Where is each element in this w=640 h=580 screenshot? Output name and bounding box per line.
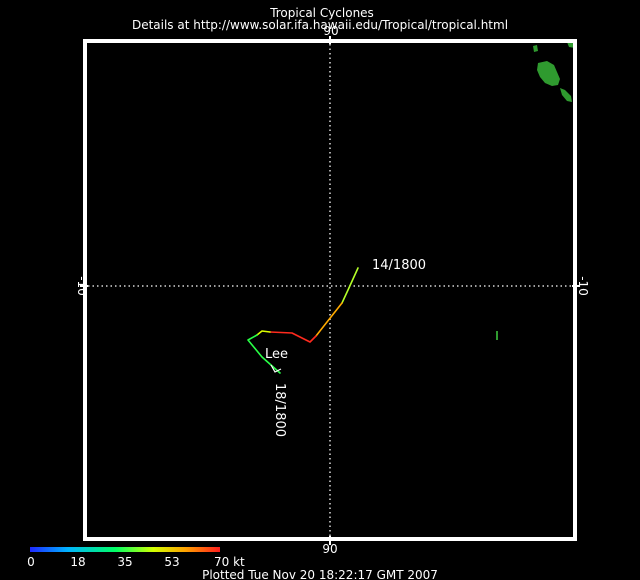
land-mass-northeast-strip <box>560 88 572 102</box>
details-url: Details at http://www.solar.ifa.hawaii.e… <box>132 18 508 32</box>
legend-tick-35: 35 <box>117 555 132 569</box>
legend-tick-0: 0 <box>27 555 35 569</box>
lat-label-left: -10 <box>75 276 89 296</box>
map-title: Tropical Cyclones <box>269 6 374 20</box>
lat-label-right: -10 <box>576 276 590 296</box>
lon-label-top: 90 <box>323 24 338 38</box>
land-islet-east <box>496 331 498 340</box>
track-segment-weakening <box>256 330 271 336</box>
track-segment-start <box>341 267 359 304</box>
land-mass-northeast-islet <box>533 45 538 52</box>
edge-ticks <box>80 36 580 545</box>
track-segment-strengthening <box>315 302 343 337</box>
track-segment-peak <box>269 331 317 343</box>
land-mass-northeast <box>537 61 560 86</box>
legend-tick-70: 70 kt <box>214 555 245 569</box>
storm-start-label: 14/1800 <box>372 258 426 273</box>
intensity-color-bar <box>30 547 220 552</box>
storm-name-label: Lee <box>265 347 288 362</box>
map-frame <box>83 39 577 541</box>
legend-tick-53: 53 <box>164 555 179 569</box>
plotted-timestamp: Plotted Tue Nov 20 18:22:17 GMT 2007 <box>202 568 438 580</box>
land-masses <box>496 41 575 340</box>
lon-label-bottom: 90 <box>322 542 337 556</box>
intensity-legend-ticks: 0 18 35 53 70 kt <box>27 555 245 569</box>
legend-tick-18: 18 <box>70 555 85 569</box>
track-end-marker <box>270 364 282 373</box>
storm-end-label: 18/1800 <box>272 383 287 437</box>
